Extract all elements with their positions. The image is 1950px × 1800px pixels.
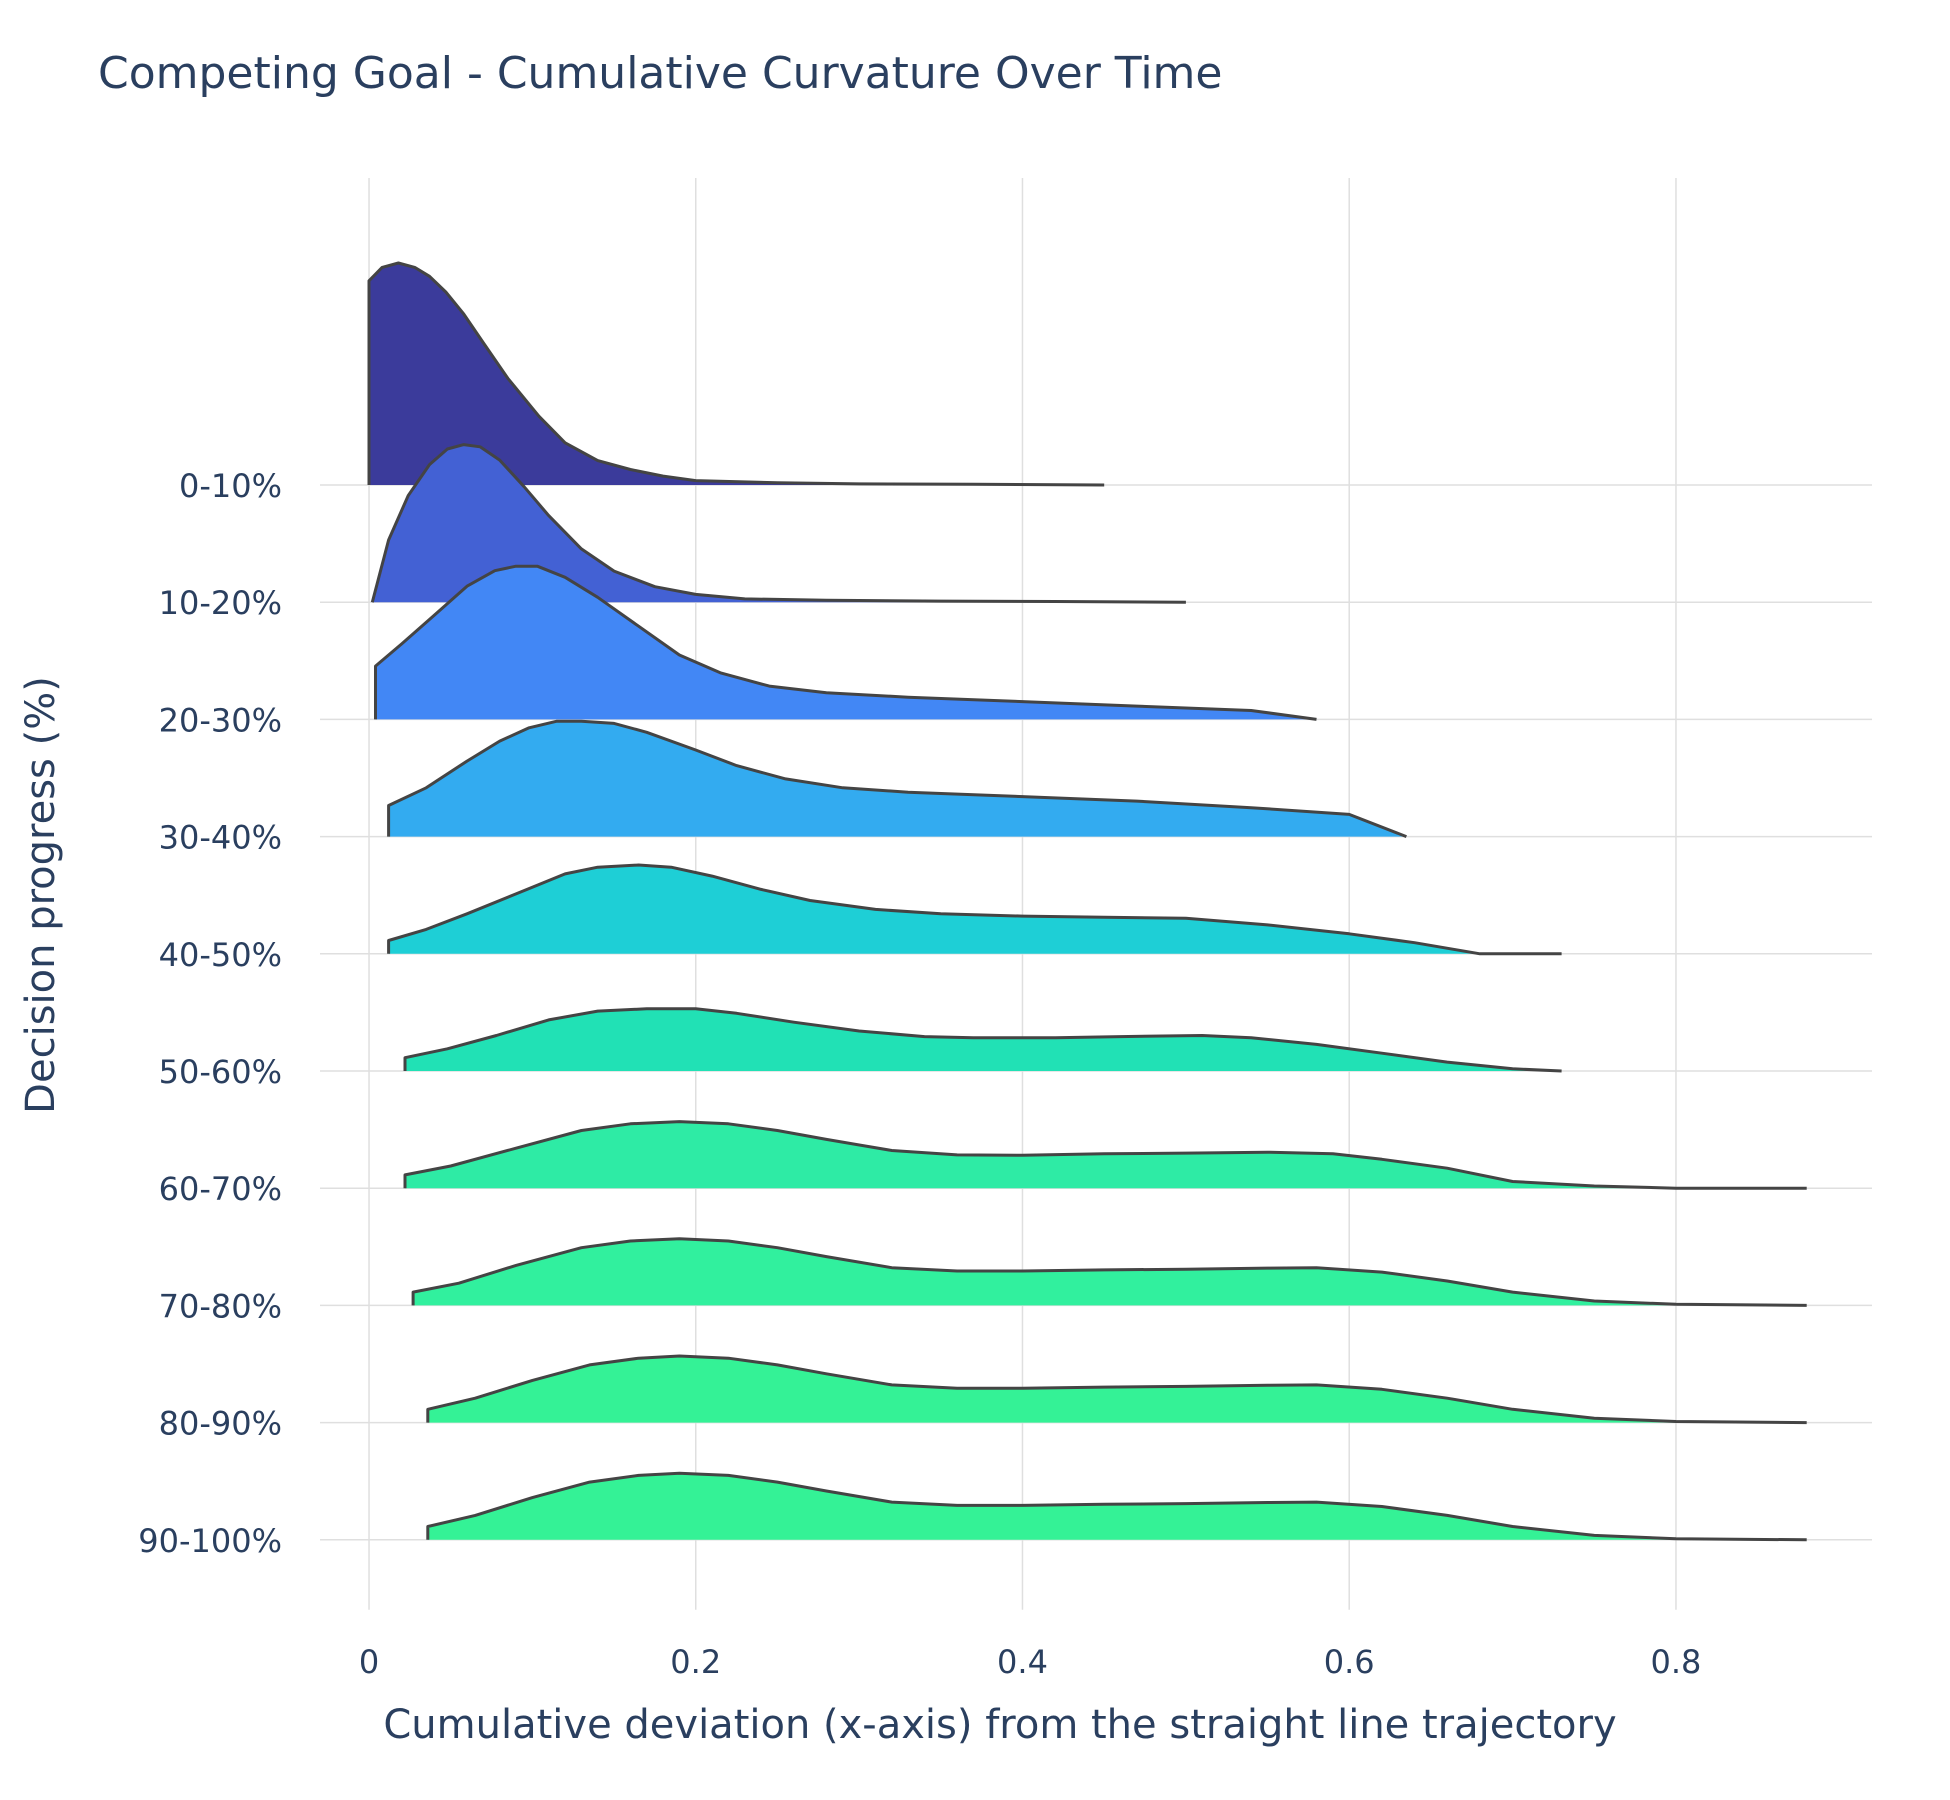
x-tick-label: 0.6 bbox=[1324, 1643, 1375, 1681]
y-tick-label: 60-70% bbox=[159, 1170, 282, 1208]
y-tick-label: 30-40% bbox=[159, 819, 282, 857]
ridge-outline bbox=[411, 1237, 1807, 1307]
ridge-area bbox=[388, 721, 1407, 837]
ridge-area bbox=[405, 1008, 1562, 1071]
y-tick-label: 10-20% bbox=[159, 584, 282, 622]
y-tick-labels: 0-10% 10-20% 20-30% 30-40% 40-50% 50-60% 60-70… bbox=[138, 467, 282, 1560]
y-axis-title: Decision progress (%) bbox=[18, 676, 64, 1114]
ridges bbox=[367, 261, 1807, 1542]
x-tick-label: 0.2 bbox=[670, 1643, 721, 1681]
y-tick-label: 80-90% bbox=[159, 1405, 282, 1443]
ridge-outline bbox=[367, 261, 1105, 487]
y-tick-label: 0-10% bbox=[179, 467, 282, 505]
ridge-area bbox=[375, 566, 1317, 720]
y-tick-label: 70-80% bbox=[159, 1287, 282, 1325]
x-axis-title: Cumulative deviation (x-axis) from the s… bbox=[383, 1702, 1616, 1748]
ridge-area bbox=[372, 444, 1186, 603]
y-tick-label: 50-60% bbox=[159, 1053, 282, 1091]
y-tick-label: 20-30% bbox=[159, 701, 282, 739]
ridge-outline bbox=[387, 719, 1407, 838]
x-tick-labels: 0 0.2 0.4 0.6 0.8 bbox=[359, 1643, 1702, 1681]
ridge-area bbox=[427, 1356, 1807, 1423]
ridge-outline bbox=[403, 1007, 1562, 1073]
ridge-outline bbox=[403, 1120, 1807, 1190]
ridge-area bbox=[427, 1473, 1807, 1540]
ridge-outline bbox=[370, 443, 1186, 604]
ridge-outline bbox=[426, 1471, 1807, 1542]
x-tick-label: 0 bbox=[359, 1643, 379, 1681]
ridge-area bbox=[388, 865, 1562, 954]
ridge-area bbox=[413, 1238, 1807, 1306]
chart-title: Competing Goal - Cumulative Curvature Ov… bbox=[98, 48, 1222, 99]
x-tick-label: 0.4 bbox=[997, 1643, 1048, 1681]
x-tick-label: 0.8 bbox=[1651, 1643, 1702, 1681]
y-tick-label: 40-50% bbox=[159, 936, 282, 974]
ridge-outline bbox=[387, 863, 1562, 956]
y-tick-label: 90-100% bbox=[138, 1522, 282, 1560]
ridge-outline bbox=[374, 564, 1317, 721]
ridge-outline bbox=[426, 1354, 1807, 1425]
